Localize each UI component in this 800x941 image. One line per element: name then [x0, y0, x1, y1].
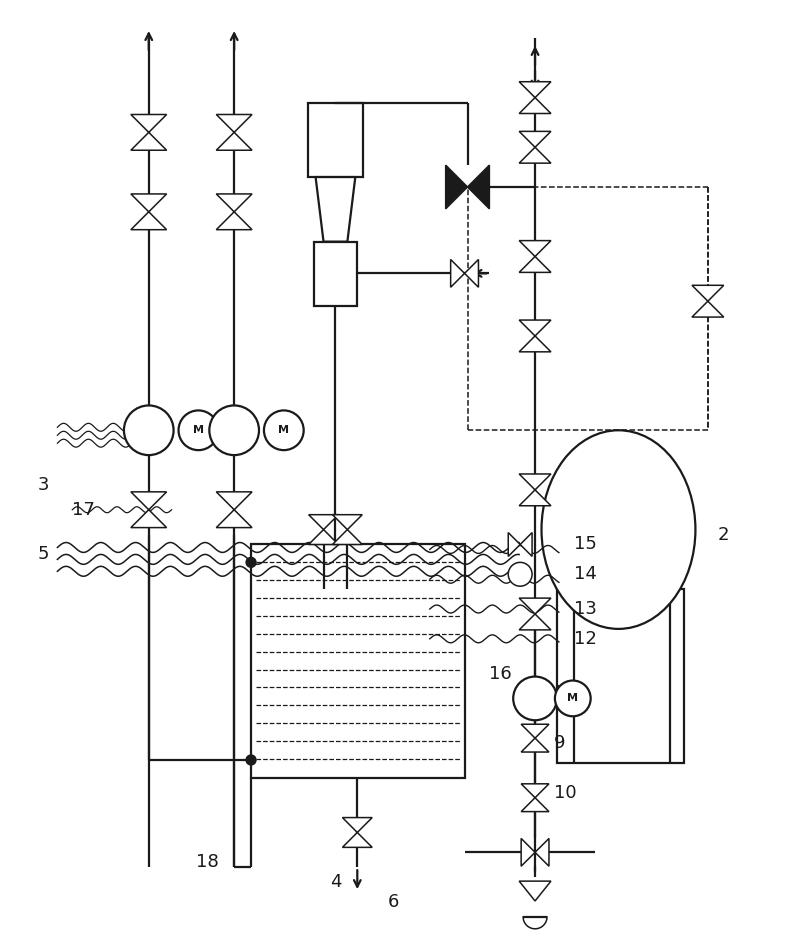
Text: 6: 6 [388, 893, 399, 911]
Polygon shape [535, 838, 549, 867]
Text: 17: 17 [72, 501, 95, 518]
Circle shape [210, 406, 259, 455]
Bar [251, 545, 465, 778]
Polygon shape [216, 510, 252, 528]
Polygon shape [315, 177, 355, 242]
Polygon shape [519, 82, 551, 98]
Polygon shape [519, 257, 551, 272]
Polygon shape [519, 98, 551, 114]
Polygon shape [342, 833, 372, 847]
Polygon shape [519, 490, 551, 505]
Bar [308, 103, 363, 177]
Polygon shape [521, 798, 549, 812]
Polygon shape [519, 147, 551, 163]
Polygon shape [131, 510, 166, 528]
Polygon shape [519, 241, 551, 257]
Polygon shape [519, 598, 551, 614]
Bar [314, 242, 358, 306]
Polygon shape [216, 115, 252, 133]
Polygon shape [216, 133, 252, 151]
Circle shape [124, 406, 174, 455]
Text: 3: 3 [38, 476, 49, 494]
Text: M: M [193, 425, 204, 436]
Polygon shape [216, 492, 252, 510]
Polygon shape [465, 260, 478, 287]
Polygon shape [519, 881, 551, 901]
Polygon shape [521, 725, 549, 738]
Polygon shape [521, 784, 549, 798]
Ellipse shape [542, 430, 695, 629]
Text: 16: 16 [490, 664, 512, 682]
Polygon shape [216, 212, 252, 230]
Circle shape [514, 677, 557, 720]
Text: 13: 13 [574, 600, 597, 618]
Text: 15: 15 [574, 535, 597, 553]
Circle shape [246, 755, 256, 765]
Circle shape [246, 557, 256, 567]
Circle shape [555, 680, 590, 716]
Polygon shape [519, 320, 551, 336]
Polygon shape [333, 530, 362, 545]
Polygon shape [521, 838, 535, 867]
Polygon shape [446, 165, 467, 209]
Text: 10: 10 [554, 784, 577, 802]
Polygon shape [131, 133, 166, 151]
Polygon shape [216, 194, 252, 212]
Text: 9: 9 [554, 734, 566, 752]
Polygon shape [131, 115, 166, 133]
Circle shape [508, 563, 532, 586]
Polygon shape [467, 165, 490, 209]
Text: 2: 2 [718, 525, 730, 544]
Polygon shape [519, 336, 551, 352]
Text: 12: 12 [574, 630, 597, 647]
Polygon shape [520, 533, 532, 556]
Polygon shape [508, 533, 520, 556]
Text: 5: 5 [38, 546, 49, 564]
Polygon shape [450, 260, 465, 287]
Polygon shape [342, 818, 372, 833]
Circle shape [264, 410, 304, 450]
Polygon shape [309, 515, 338, 530]
Text: 11: 11 [554, 684, 577, 702]
Circle shape [178, 410, 218, 450]
Polygon shape [521, 738, 549, 752]
Text: 18: 18 [197, 853, 219, 871]
Polygon shape [131, 212, 166, 230]
Text: M: M [567, 694, 578, 704]
Polygon shape [519, 614, 551, 630]
Polygon shape [131, 194, 166, 212]
Polygon shape [309, 530, 338, 545]
Bar [557, 589, 684, 763]
Text: 4: 4 [330, 873, 342, 891]
Polygon shape [519, 132, 551, 147]
Text: 14: 14 [574, 566, 597, 583]
Polygon shape [692, 301, 724, 317]
Polygon shape [131, 492, 166, 510]
Text: M: M [278, 425, 290, 436]
Polygon shape [519, 474, 551, 490]
Polygon shape [333, 515, 362, 530]
Polygon shape [692, 285, 724, 301]
